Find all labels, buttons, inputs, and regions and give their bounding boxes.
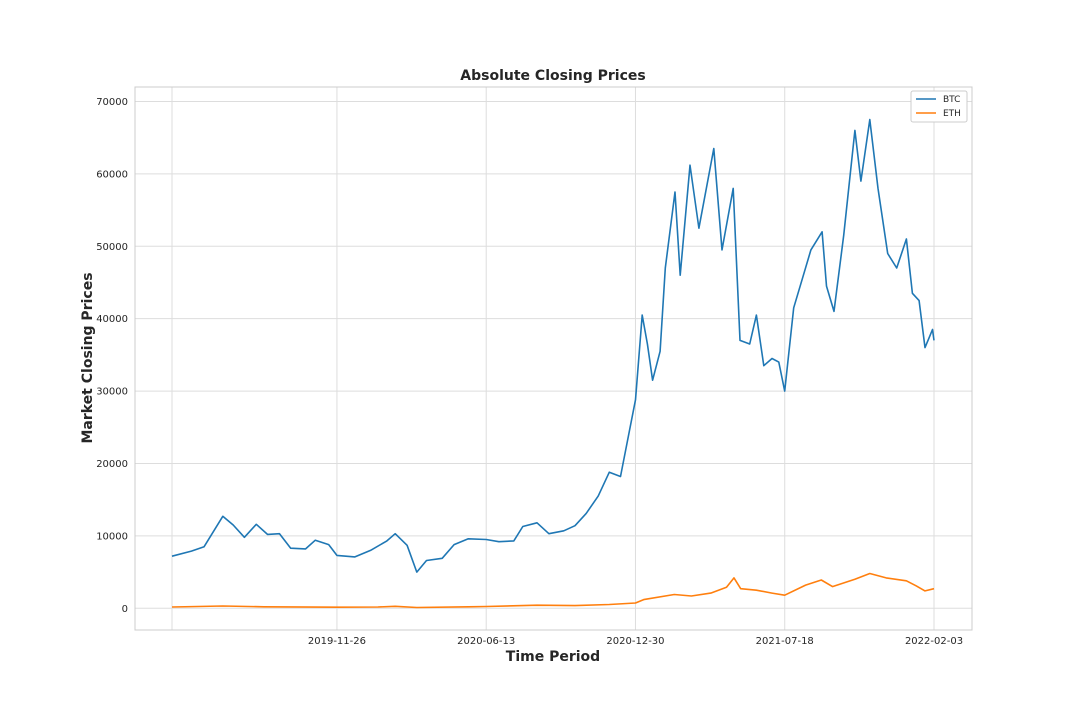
x-tick-label: 2020-06-13: [457, 636, 515, 647]
legend-label-eth: ETH: [943, 109, 961, 119]
grid: [135, 87, 972, 630]
y-tick-label: 40000: [96, 314, 128, 325]
y-tick-label: 20000: [96, 459, 128, 470]
y-tick-label: 70000: [96, 97, 128, 108]
x-tick-label: 2021-07-18: [756, 636, 814, 647]
y-tick-labels: 0 10000 20000 30000 40000 50000 60000 70000: [96, 97, 128, 615]
y-tick-label: 60000: [96, 169, 128, 180]
x-tick-label: 2020-12-30: [606, 636, 664, 647]
legend-label-btc: BTC: [943, 95, 960, 105]
x-tick-labels: 2019-11-26 2020-06-13 2020-12-30 2021-07-18…: [308, 636, 963, 647]
series-line-eth: [171, 572, 935, 609]
series-line-btc: [171, 118, 935, 573]
plot-frame: [134, 86, 973, 631]
x-tick-label: 2022-02-03: [905, 636, 963, 647]
y-tick-label: 0: [122, 604, 128, 615]
legend: BTC ETH: [910, 90, 968, 123]
x-axis-label: Time Period: [506, 649, 600, 665]
x-tick-label: 2019-11-26: [308, 636, 366, 647]
chart-title: Absolute Closing Prices: [460, 68, 645, 84]
y-tick-label: 50000: [96, 242, 128, 253]
y-axis-label: Market Closing Prices: [80, 272, 96, 443]
y-tick-label: 10000: [96, 531, 128, 542]
series-layer: [171, 118, 935, 609]
y-tick-label: 30000: [96, 387, 128, 398]
